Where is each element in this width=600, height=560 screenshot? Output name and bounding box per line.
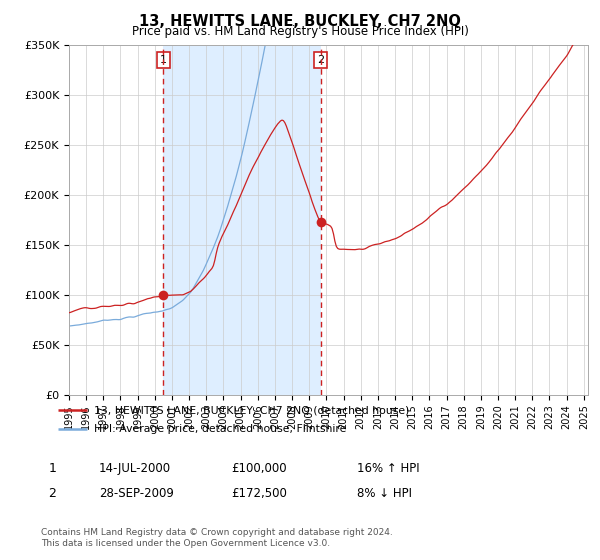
Text: £100,000: £100,000 [231,462,287,475]
Text: £172,500: £172,500 [231,487,287,501]
Text: 1: 1 [160,55,167,65]
Text: HPI: Average price, detached house, Flintshire: HPI: Average price, detached house, Flin… [94,424,347,433]
Text: 13, HEWITTS LANE, BUCKLEY, CH7 2NQ: 13, HEWITTS LANE, BUCKLEY, CH7 2NQ [139,14,461,29]
Text: 13, HEWITTS LANE, BUCKLEY, CH7 2NQ (detached house): 13, HEWITTS LANE, BUCKLEY, CH7 2NQ (deta… [94,405,410,415]
Text: 14-JUL-2000: 14-JUL-2000 [99,462,171,475]
Text: Contains HM Land Registry data © Crown copyright and database right 2024.: Contains HM Land Registry data © Crown c… [41,528,392,537]
Text: 8% ↓ HPI: 8% ↓ HPI [357,487,412,501]
Text: 16% ↑ HPI: 16% ↑ HPI [357,462,419,475]
Text: 2: 2 [48,487,56,501]
Bar [163,45,320,395]
Text: 28-SEP-2009: 28-SEP-2009 [99,487,174,501]
Text: 2: 2 [317,55,324,65]
Text: Price paid vs. HM Land Registry's House Price Index (HPI): Price paid vs. HM Land Registry's House … [131,25,469,38]
Text: This data is licensed under the Open Government Licence v3.0.: This data is licensed under the Open Gov… [41,539,330,548]
Text: 1: 1 [48,462,56,475]
